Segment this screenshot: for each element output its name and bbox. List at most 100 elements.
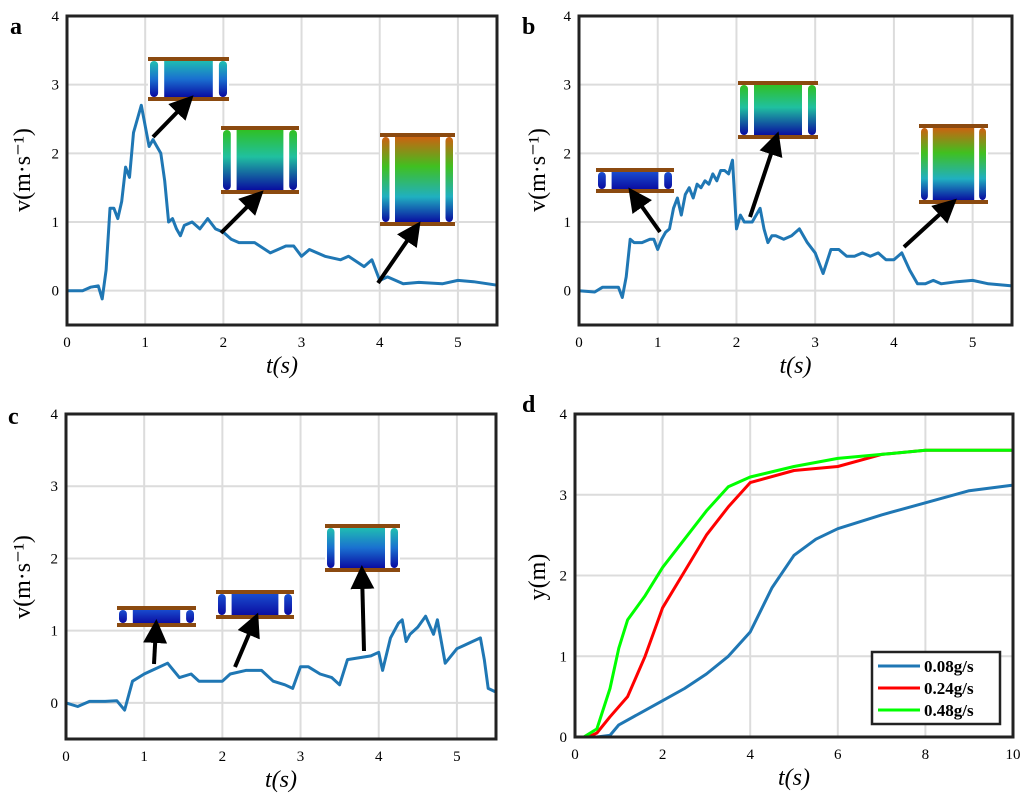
snapshot-top-plate [919, 124, 988, 128]
structure-snapshot-image [596, 168, 674, 193]
snapshot-right-leg [218, 61, 227, 97]
y-tick-label: 1 [560, 649, 568, 665]
y-tick-label: 0 [52, 284, 60, 300]
x-tick-label: 0 [575, 335, 583, 351]
y-tick-label: 3 [52, 78, 60, 94]
legend-entry: 0.24g/s [924, 679, 974, 698]
snapshot-right-leg [979, 128, 986, 200]
snapshot-bottom-plate [148, 97, 229, 101]
x-axis-label: t(s) [778, 765, 810, 791]
snapshot-bottom-plate [221, 190, 299, 194]
structure-snapshot-image [325, 524, 400, 572]
arrow-icon [350, 565, 375, 652]
y-axis-label: v(m·s⁻¹) [525, 128, 551, 212]
x-tick-label: 4 [890, 335, 898, 351]
y-axis-label: v(m·s⁻¹) [10, 535, 36, 619]
arrow-icon [628, 187, 662, 234]
structure-snapshot-image [117, 606, 196, 627]
y-tick-label: 3 [51, 479, 59, 495]
snapshot-top-plate [596, 168, 674, 172]
snapshot-core [754, 84, 802, 136]
snapshot-right-leg [808, 85, 816, 135]
y-tick-label: 2 [51, 551, 59, 567]
y-tick-label: 1 [52, 215, 60, 231]
panel-label: c [8, 404, 19, 430]
x-tick-label: 3 [298, 335, 306, 351]
arrow-icon [233, 612, 260, 668]
x-tick-label: 3 [297, 749, 305, 765]
legend-box [870, 650, 1002, 726]
plot-frame [577, 14, 1014, 327]
snapshot-core [236, 129, 284, 191]
structure-snapshot-image [919, 124, 988, 204]
x-tick-label: 0 [571, 747, 579, 763]
series-line-0.48g/s [583, 448, 1013, 739]
plot-frame [573, 412, 1015, 739]
snapshot-bottom-plate [216, 615, 294, 619]
x-axis-label: t(s) [780, 353, 812, 379]
legend-entry: 0.08g/s [924, 657, 974, 676]
x-tick-label: 4 [376, 335, 384, 351]
x-axis-label: t(s) [266, 353, 298, 379]
snapshot-bottom-plate [738, 135, 818, 139]
snapshot-right-leg [445, 137, 453, 222]
panel-b: 0 1 2 3 4 5 0 1 2 3 4 b t(s) v(m·s⁻¹) [522, 9, 1014, 379]
snapshot-left-leg [921, 128, 928, 200]
snapshot-core [132, 609, 181, 624]
y-tick-label: 2 [52, 146, 60, 162]
snapshot-core [231, 593, 279, 616]
y-tick-label: 4 [564, 9, 572, 25]
snapshot-top-plate [216, 590, 294, 594]
y-tick-label: 0 [564, 284, 572, 300]
snapshot-core [611, 171, 659, 190]
snapshot-right-leg [284, 594, 292, 615]
snapshot-top-plate [738, 81, 818, 85]
structure-snapshot-image [380, 133, 455, 226]
plot-frame [64, 412, 498, 741]
snapshot-bottom-plate [596, 189, 674, 193]
structure-snapshot-image [148, 57, 229, 101]
panel-c: 0 1 2 3 4 5 0 1 2 3 4 c t(s) v(m·s⁻¹) [8, 404, 498, 793]
x-tick-label: 2 [733, 335, 741, 351]
snapshot-top-plate [325, 524, 400, 528]
x-tick-label: 5 [454, 335, 462, 351]
snapshot-bottom-plate [325, 568, 400, 572]
x-tick-label: 2 [220, 335, 228, 351]
y-tick-label: 2 [564, 146, 572, 162]
snapshot-right-leg [664, 172, 672, 189]
panel-a: 0 1 2 3 4 5 0 1 2 3 4 a t(s) v(m·s⁻¹) [10, 9, 499, 379]
snapshot-bottom-plate [117, 623, 196, 627]
x-tick-label: 4 [746, 747, 754, 763]
x-tick-label: 8 [922, 747, 930, 763]
snapshot-left-leg [150, 61, 159, 97]
snapshot-right-leg [289, 130, 297, 190]
y-tick-label: 3 [560, 488, 568, 504]
y-tick-label: 1 [564, 215, 572, 231]
y-tick-label: 4 [52, 9, 60, 25]
arrow-icon [143, 619, 168, 665]
x-tick-label: 1 [141, 335, 149, 351]
arrow-icon [902, 198, 957, 249]
snapshot-top-plate [117, 606, 196, 610]
snapshot-bottom-plate [919, 200, 988, 204]
y-axis-label: v(m·s⁻¹) [10, 128, 36, 212]
y-tick-label: 0 [560, 730, 568, 746]
snapshot-top-plate [380, 133, 455, 137]
structure-snapshot-image [221, 126, 299, 194]
arrow-icon [151, 95, 194, 139]
snapshot-left-leg [598, 172, 606, 189]
series-line-b [578, 158, 1013, 299]
y-tick-label: 4 [560, 407, 568, 423]
x-tick-label: 3 [811, 335, 819, 351]
structure-snapshot-image [216, 590, 294, 619]
x-tick-label: 6 [834, 747, 842, 763]
series-line-0.08g/s [575, 483, 1014, 739]
plot-frame [65, 14, 499, 327]
snapshot-core [395, 136, 440, 223]
y-tick-label: 0 [51, 696, 59, 712]
y-tick-label: 4 [51, 407, 59, 423]
x-tick-label: 1 [654, 335, 662, 351]
snapshot-core [164, 60, 213, 98]
structure-snapshot-image [738, 81, 818, 139]
